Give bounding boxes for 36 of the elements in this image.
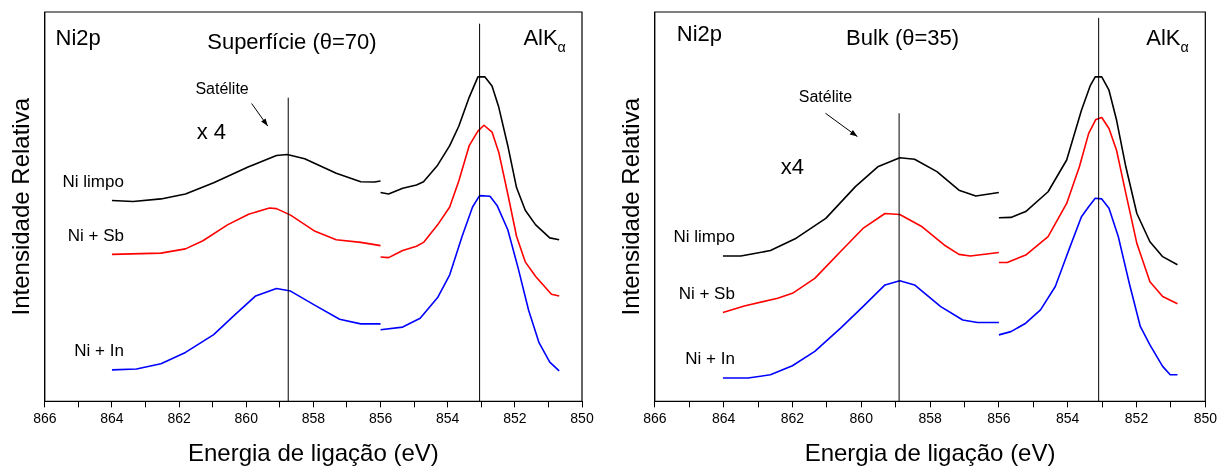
annotation: x4 — [780, 153, 805, 179]
x-tick-label: 866 — [643, 409, 667, 426]
x-tick-label: 864 — [100, 409, 124, 426]
x-tick-label: 852 — [503, 409, 527, 426]
y-axis-title: Intensidade Relativa — [7, 97, 35, 316]
x-tick-label: 864 — [711, 409, 736, 426]
x-tick-label: 852 — [1124, 409, 1149, 426]
x-tick-label: 850 — [570, 409, 594, 426]
text: Ni2p — [676, 21, 723, 47]
y-axis-title: Intensidade Relativa — [617, 97, 645, 316]
x-tick-label: 858 — [918, 409, 942, 426]
x-axis-title: Energia de ligação (eV) — [804, 439, 1056, 467]
series-label: Ni limpo — [673, 227, 735, 247]
annotation: x 4 — [196, 118, 227, 144]
x-axis-title: Energia de ligação (eV) — [187, 439, 439, 467]
x-tick-label: 860 — [849, 409, 874, 426]
chart-title: Bulk (θ=35) — [845, 25, 960, 51]
series-label: Ni + Sb — [67, 225, 124, 245]
x-tick-label: 856 — [368, 409, 393, 426]
x-tick-label: 858 — [301, 409, 326, 426]
text: Ni2p — [55, 25, 101, 51]
x-tick-label: 854 — [1056, 409, 1080, 426]
x-tick-label: 862 — [167, 409, 191, 426]
annotation: Satélite — [798, 88, 853, 106]
x-tick-label: 862 — [780, 409, 805, 426]
x-tick-label: 856 — [987, 409, 1011, 426]
x-tick-label: 866 — [33, 409, 57, 426]
annotation: Satélite — [195, 80, 249, 98]
chart-title: Superfície (θ=70) — [207, 29, 377, 55]
x-tick-label: 854 — [436, 409, 460, 426]
series-label: Ni limpo — [62, 171, 124, 191]
series-label: Ni + In — [74, 341, 124, 361]
series-label: Ni + Sb — [678, 283, 735, 303]
series-label: Ni + In — [685, 349, 735, 369]
x-tick-label: 860 — [234, 409, 259, 426]
x-tick-label: 850 — [1193, 409, 1218, 426]
